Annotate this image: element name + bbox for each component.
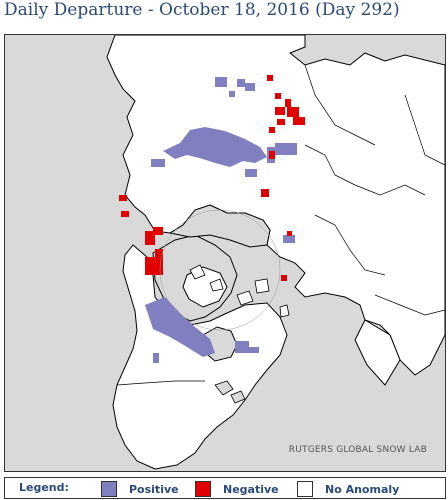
arctic-islands bbox=[189, 264, 290, 318]
map-title: Daily Departure - October 18, 2016 (Day … bbox=[4, 0, 400, 20]
positive-swatch bbox=[101, 481, 117, 497]
latitude-circles bbox=[159, 209, 281, 331]
legend-item-label: No Anomaly bbox=[325, 482, 400, 496]
legend-label: Legend: bbox=[19, 481, 69, 494]
legend-item-positive: Positive bbox=[101, 481, 179, 497]
negative-anomaly-dot bbox=[287, 231, 292, 236]
legend-item-no-anomaly: No Anomaly bbox=[297, 481, 399, 497]
credit-text: RUTGERS GLOBAL SNOW LAB bbox=[288, 445, 427, 455]
great-lakes bbox=[214, 380, 246, 404]
negative-swatch bbox=[195, 481, 211, 497]
country-borders bbox=[304, 64, 445, 316]
legend-item-label: Negative bbox=[223, 482, 279, 496]
map-canvas bbox=[5, 35, 445, 471]
positive-anomaly bbox=[145, 77, 297, 363]
south-asia-landmass bbox=[354, 319, 401, 386]
us-canada-border bbox=[116, 380, 205, 386]
legend: Legend: Positive Negative No Anomaly bbox=[4, 477, 446, 499]
negative-anomaly bbox=[119, 75, 305, 281]
no-anomaly-swatch bbox=[297, 481, 313, 497]
legend-item-label: Positive bbox=[129, 482, 179, 496]
snow-anomaly-map: RUTGERS GLOBAL SNOW LAB bbox=[4, 34, 446, 472]
legend-item-negative: Negative bbox=[195, 481, 279, 497]
eurasia-landmass bbox=[106, 35, 445, 376]
